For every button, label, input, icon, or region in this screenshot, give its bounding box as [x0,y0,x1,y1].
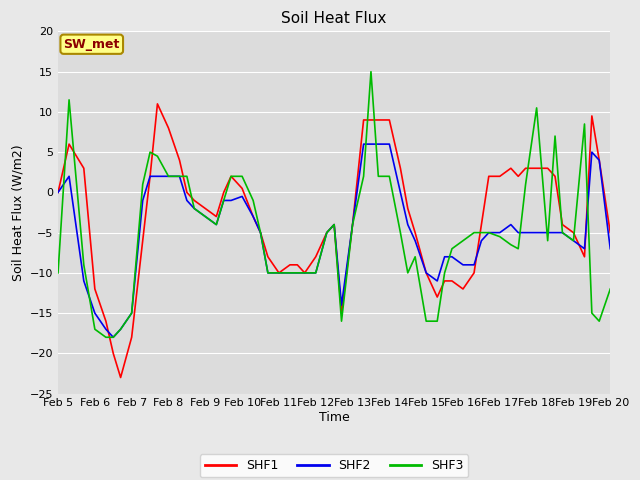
SHF2 [227,198,235,204]
SHF1 [175,157,183,163]
SHF3 [367,69,375,74]
SHF2 [164,173,172,179]
SHF1 [154,101,161,107]
SHF3 [164,173,172,179]
Line: SHF1: SHF1 [58,104,611,377]
SHF2 [109,335,117,340]
SHF3 [227,173,235,179]
Title: Soil Heat Flux: Soil Heat Flux [282,11,387,26]
SHF1 [116,374,124,380]
SHF2 [54,190,62,195]
SHF3 [250,198,257,204]
SHF1 [607,230,614,236]
SHF3 [422,318,430,324]
SHF1 [54,190,62,195]
Legend: SHF1, SHF2, SHF3: SHF1, SHF2, SHF3 [200,454,468,477]
SHF3 [212,222,220,228]
SHF2 [422,270,430,276]
SHF2 [212,222,220,228]
SHF1 [238,185,246,191]
SHF3 [102,335,109,340]
Y-axis label: Soil Heat Flux (W/m2): Soil Heat Flux (W/m2) [11,144,24,281]
SHF2 [607,246,614,252]
Line: SHF2: SHF2 [58,144,611,337]
SHF2 [360,141,367,147]
Text: SW_met: SW_met [63,38,120,51]
SHF3 [257,230,264,236]
SHF1 [422,270,430,276]
SHF1 [220,190,228,195]
SHF3 [54,270,62,276]
SHF1 [257,230,264,236]
Line: SHF3: SHF3 [58,72,611,337]
SHF1 [264,254,272,260]
X-axis label: Time: Time [319,411,349,424]
SHF3 [607,286,614,292]
SHF2 [257,230,264,236]
SHF2 [250,214,257,219]
